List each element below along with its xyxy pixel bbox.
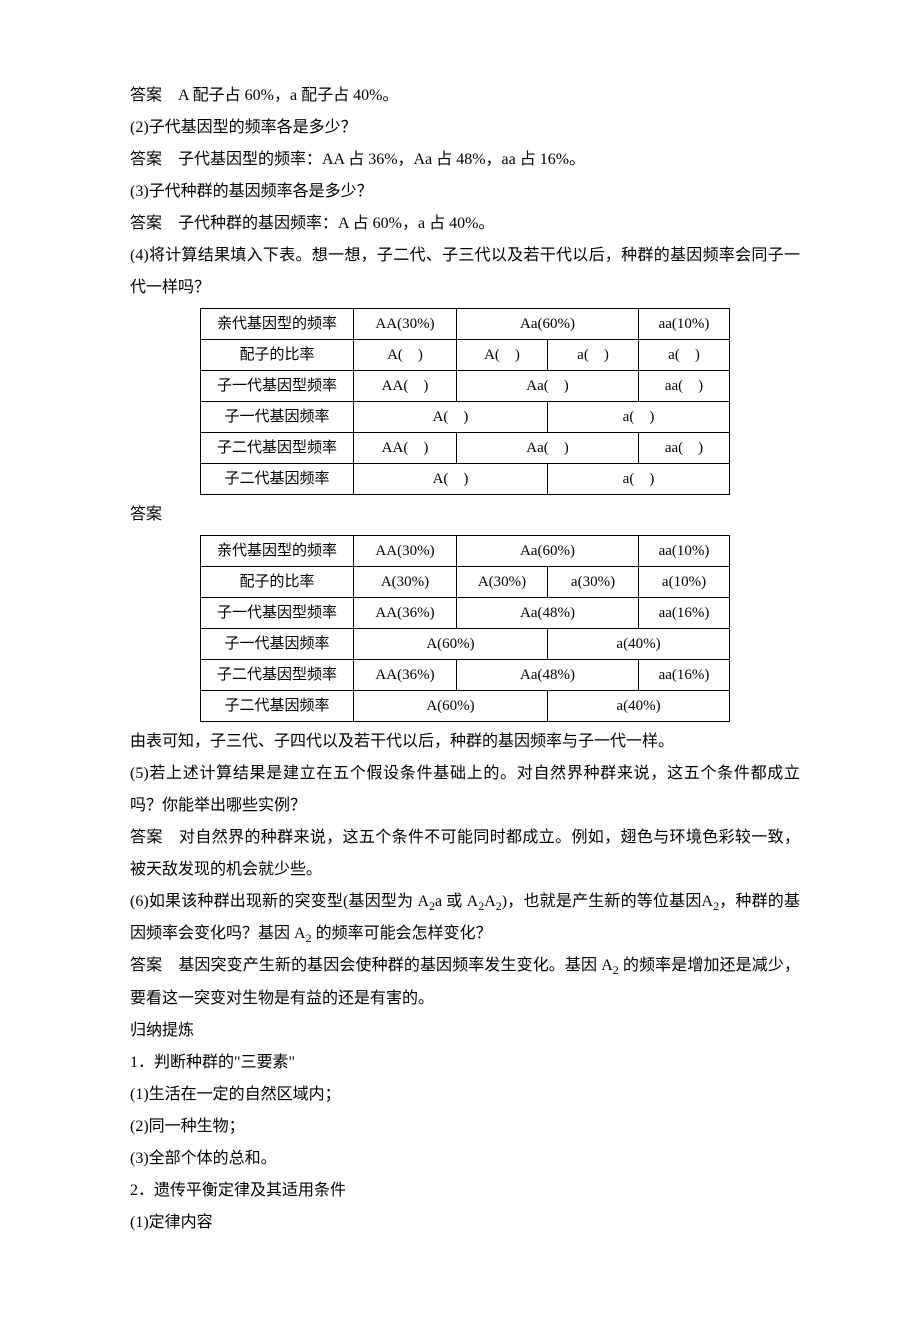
text-fragment: 的频率可能会怎样变化？ [312,925,492,942]
text-fragment: a 或 A [435,893,478,910]
table-cell: 亲代基因型的频率 [201,309,354,340]
summary-title: 归纳提炼 [130,1015,800,1047]
table-cell: A(60%) [354,691,548,722]
table-cell: 子二代基因频率 [201,464,354,495]
table-cell: 子一代基因频率 [201,402,354,433]
text-fragment: A [484,893,496,910]
table-cell: 子一代基因型频率 [201,598,354,629]
table-cell: 配子的比率 [201,567,354,598]
table-cell: Aa(60%) [457,536,639,567]
summary-1-1: (1)生活在一定的自然区域内； [130,1079,800,1111]
table-cell: Aa( ) [457,371,639,402]
table-cell: 亲代基因型的频率 [201,536,354,567]
table-filled: 亲代基因型的频率 AA(30%) Aa(60%) aa(10%) 配子的比率 A… [200,535,730,722]
table-cell: 子二代基因型频率 [201,660,354,691]
table-cell: a( ) [639,340,730,371]
table-cell: a( ) [548,402,730,433]
table-cell: aa(10%) [639,536,730,567]
table-cell: AA(30%) [354,536,457,567]
question-2: (2)子代基因型的频率各是多少？ [130,112,800,144]
table-cell: aa(16%) [639,660,730,691]
table-cell: Aa( ) [457,433,639,464]
summary-1-3: (3)全部个体的总和。 [130,1143,800,1175]
table-cell: 子一代基因频率 [201,629,354,660]
table-cell: A( ) [457,340,548,371]
table-cell: A( ) [354,340,457,371]
table-cell: a( ) [548,464,730,495]
table-cell: A(60%) [354,629,548,660]
table-cell: Aa(48%) [457,660,639,691]
table-cell: A( ) [354,464,548,495]
table-cell: 子二代基因频率 [201,691,354,722]
question-3: (3)子代种群的基因频率各是多少？ [130,176,800,208]
table-cell: AA(36%) [354,660,457,691]
table-cell: 配子的比率 [201,340,354,371]
question-5: (5)若上述计算结果是建立在五个假设条件基础上的。对自然界种群来说，这五个条件都… [130,758,800,822]
text-fragment: )，也就是产生新的等位基因A [502,893,713,910]
table-cell: A( ) [354,402,548,433]
table-cell: aa( ) [639,371,730,402]
answer-6: 答案 基因突变产生新的基因会使种群的基因频率发生变化。基因 A2 的频率是增加还… [130,950,800,1014]
summary-2: 2．遗传平衡定律及其适用条件 [130,1175,800,1207]
answer-2: 答案 子代基因型的频率：AA 占 36%，Aa 占 48%，aa 占 16%。 [130,144,800,176]
question-6: (6)如果该种群出现新的突变型(基因型为 A2a 或 A2A2)，也就是产生新的… [130,886,800,950]
table-cell: 子一代基因型频率 [201,371,354,402]
table-cell: Aa(48%) [457,598,639,629]
table-cell: a(40%) [548,691,730,722]
table-cell: 子二代基因型频率 [201,433,354,464]
table-cell: Aa(60%) [457,309,639,340]
table-cell: a( ) [548,340,639,371]
table-cell: a(30%) [548,567,639,598]
table-cell: A(30%) [457,567,548,598]
table-cell: a(10%) [639,567,730,598]
answer-5: 答案 对自然界的种群来说，这五个条件不可能同时都成立。例如，翅色与环境色彩较一致… [130,822,800,886]
table-cell: AA( ) [354,433,457,464]
table-cell: a(40%) [548,629,730,660]
table-cell: A(30%) [354,567,457,598]
answer-3: 答案 子代种群的基因频率：A 占 60%，a 占 40%。 [130,208,800,240]
table-cell: aa(16%) [639,598,730,629]
table-blank: 亲代基因型的频率 AA(30%) Aa(60%) aa(10%) 配子的比率 A… [200,308,730,495]
text-fragment: 答案 基因突变产生新的基因会使种群的基因频率发生变化。基因 A [130,957,613,974]
text-fragment: (6)如果该种群出现新的突变型(基因型为 A [130,893,429,910]
table-cell: AA(36%) [354,598,457,629]
table-cell: AA(30%) [354,309,457,340]
answer-line: 答案 A 配子占 60%，a 配子占 40%。 [130,80,800,112]
summary-1-2: (2)同一种生物； [130,1111,800,1143]
answer-label: 答案 [130,499,800,531]
table-cell: aa(10%) [639,309,730,340]
table-cell: aa( ) [639,433,730,464]
table-cell: AA( ) [354,371,457,402]
table-conclusion: 由表可知，子三代、子四代以及若干代以后，种群的基因频率与子一代一样。 [130,726,800,758]
summary-2-1: (1)定律内容 [130,1207,800,1239]
question-4: (4)将计算结果填入下表。想一想，子二代、子三代以及若干代以后，种群的基因频率会… [130,240,800,304]
summary-1: 1．判断种群的"三要素" [130,1047,800,1079]
